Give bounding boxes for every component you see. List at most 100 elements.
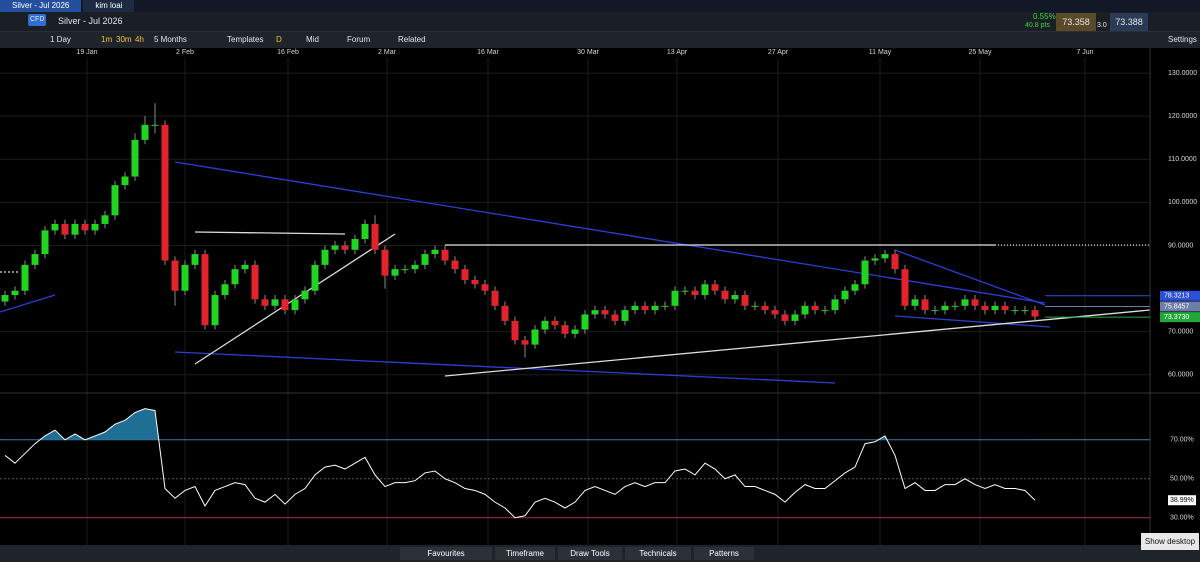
x-tick-label: 13 Apr: [667, 49, 688, 56]
candle-body: [791, 314, 799, 321]
price-marker-label: 73.3730: [1164, 314, 1189, 321]
candle-body: [21, 264, 29, 291]
x-tick-label: 7 Jun: [1076, 49, 1093, 56]
candle-body: [371, 223, 379, 250]
candle-body: [1011, 310, 1019, 312]
y-tick-label: 50.00%: [1170, 476, 1194, 483]
price-marker-label: 78.3213: [1164, 293, 1189, 300]
last-value-marker: [1168, 495, 1196, 506]
overbought-fill: [5, 408, 1035, 440]
bottom-tab[interactable]: Favourites: [400, 547, 492, 560]
candle-body: [251, 264, 259, 300]
settings[interactable]: Settings: [1168, 35, 1197, 44]
candle-body: [441, 249, 449, 261]
candle-body: [461, 269, 469, 280]
x-tick-label: 19 Jan: [76, 49, 97, 56]
bottom-tab[interactable]: Timeframe: [495, 547, 555, 560]
candle-body: [681, 290, 689, 292]
candle-body: [831, 299, 839, 311]
y-tick-label: 70.0000: [1168, 329, 1193, 336]
candle-body: [651, 305, 659, 311]
symbol-bar: CFD Silver - Jul 2026 0.55% 40.8 pts 73.…: [0, 12, 1200, 32]
interval[interactable]: 1 Day: [50, 35, 71, 44]
x-tick-label: 11 May: [869, 49, 892, 56]
range[interactable]: 5 Months: [154, 35, 187, 44]
tab[interactable]: Silver - Jul 2026: [0, 0, 82, 12]
d-button[interactable]: D: [276, 35, 282, 44]
mid[interactable]: Mid: [306, 35, 319, 44]
candle-body: [841, 290, 849, 300]
x-tick-label: 27 Apr: [768, 49, 789, 56]
trendline: [174, 161, 1046, 304]
candle-body: [721, 290, 729, 300]
related[interactable]: Related: [398, 35, 426, 44]
price-marker: [1160, 301, 1200, 312]
trendline: [174, 351, 836, 384]
candle-body: [551, 320, 559, 326]
candle-body: [1001, 305, 1009, 311]
candle-body: [231, 269, 239, 285]
y-tick-label: 130.0000: [1168, 70, 1197, 77]
x-tick-label: 2 Mar: [378, 49, 397, 56]
candle-body: [601, 310, 609, 315]
candle-body: [981, 305, 989, 311]
candle-body: [1021, 310, 1029, 312]
candle-body: [161, 124, 169, 261]
candle-body: [891, 254, 899, 270]
trendline: [194, 231, 346, 235]
templates[interactable]: Templates: [227, 35, 264, 44]
candle-body: [901, 269, 909, 306]
candle-body: [381, 249, 389, 276]
candle-body: [851, 284, 859, 291]
instrument-name[interactable]: Silver - Jul 2026: [58, 16, 123, 26]
forum[interactable]: Forum: [347, 35, 371, 44]
candle-body: [731, 295, 739, 300]
candle-body: [281, 299, 289, 311]
candle-body: [241, 264, 249, 270]
bottom-bar: Favourites Timeframe Draw Tools Technica…: [0, 533, 1200, 562]
candle-body: [331, 245, 339, 250]
candle-body: [171, 260, 179, 291]
candle-body: [91, 223, 99, 231]
candle-body: [411, 264, 419, 270]
candle-body: [671, 290, 679, 306]
candle-body: [531, 329, 539, 345]
price-marker: [1160, 290, 1200, 301]
candle-body: [711, 284, 719, 291]
bottom-tab[interactable]: Patterns: [694, 547, 754, 560]
candle-body: [351, 239, 359, 250]
buy-price[interactable]: 73.388: [1110, 13, 1148, 31]
candle-body: [181, 264, 189, 291]
candle-body: [261, 299, 269, 306]
candle-body: [71, 223, 79, 235]
candle-body: [221, 284, 229, 296]
candle-body: [971, 299, 979, 306]
timeframe[interactable]: 30m: [116, 35, 132, 44]
y-tick-label: 100.0000: [1168, 199, 1197, 206]
last-value-label: 38.99%: [1170, 497, 1194, 504]
candle-body: [581, 314, 589, 330]
candle-body: [801, 305, 809, 315]
x-tick-label: 25 May: [969, 49, 992, 56]
sell-price[interactable]: 73.358: [1056, 13, 1096, 31]
candle-body: [701, 284, 709, 296]
tab[interactable]: kim loai: [83, 0, 135, 12]
candle-body: [911, 299, 919, 306]
candle-body: [61, 223, 69, 235]
drawings: [0, 161, 1151, 384]
candle-body: [991, 305, 999, 311]
timeframe[interactable]: 1m: [101, 35, 113, 44]
candle-body: [1, 295, 9, 302]
bottom-tab[interactable]: Technicals: [625, 547, 691, 560]
x-tick-label: 16 Mar: [477, 49, 499, 56]
candle-body: [941, 305, 949, 311]
candle-body: [611, 314, 619, 321]
trendline: [0, 294, 56, 313]
candle-body: [881, 254, 889, 259]
candle-body: [121, 176, 129, 186]
bottom-tab[interactable]: Draw Tools: [558, 547, 622, 560]
timeframe[interactable]: 4h: [135, 35, 144, 44]
candle-body: [271, 299, 279, 306]
candle-body: [201, 254, 209, 326]
